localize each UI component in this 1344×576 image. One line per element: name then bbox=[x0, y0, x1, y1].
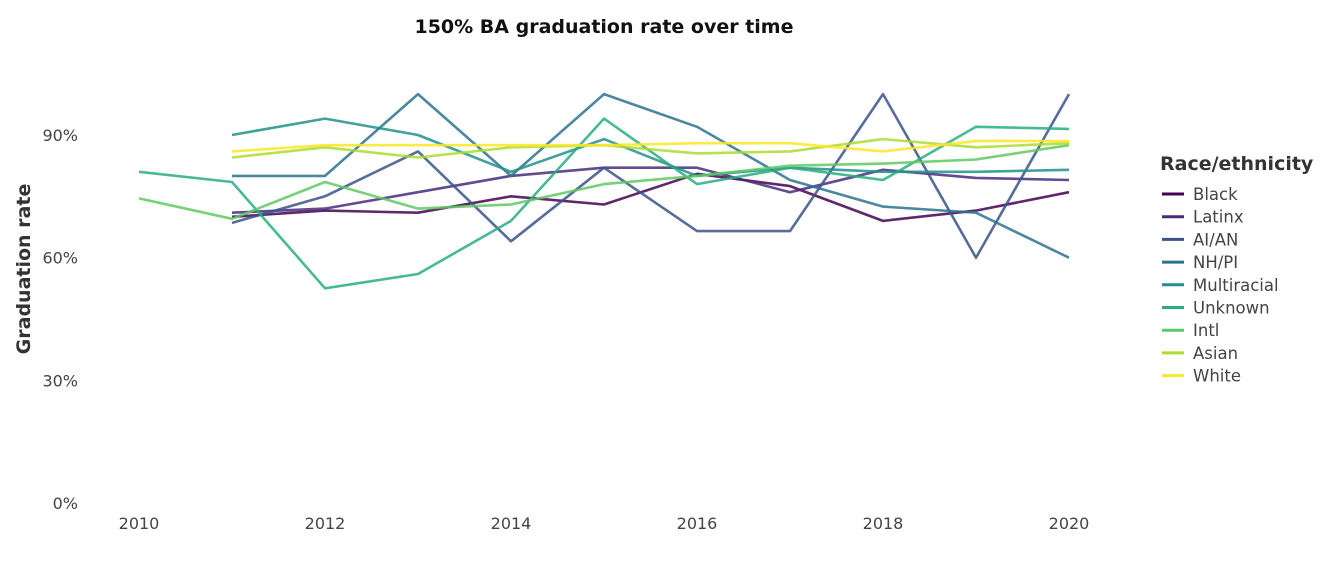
legend-item-latinx[interactable]: Latinx bbox=[1162, 208, 1244, 227]
series-lines bbox=[138, 92, 1071, 290]
x-tick-label: 2014 bbox=[491, 514, 532, 533]
legend-label: Latinx bbox=[1193, 208, 1244, 227]
legend-item-black[interactable]: Black bbox=[1162, 185, 1238, 204]
series-line-intl bbox=[138, 143, 1070, 221]
legend-label: Multiracial bbox=[1193, 276, 1279, 295]
legend-item-unknown[interactable]: Unknown bbox=[1162, 299, 1270, 318]
y-tick-label: 60% bbox=[42, 249, 78, 268]
series-line-asian bbox=[231, 137, 1070, 159]
legend[interactable]: Race/ethnicity Black Latinx AI/AN NH/PI Mult… bbox=[1160, 153, 1314, 386]
legend-item-nh-pi[interactable]: NH/PI bbox=[1162, 253, 1238, 272]
legend-label: Unknown bbox=[1193, 299, 1270, 318]
series-line-multiracial bbox=[231, 117, 1070, 178]
series-line-black bbox=[231, 172, 1070, 223]
legend-item-multiracial[interactable]: Multiracial bbox=[1162, 276, 1279, 295]
y-tick-label: 0% bbox=[53, 494, 78, 513]
series-line-white bbox=[231, 139, 1069, 153]
y-tick-label: 90% bbox=[42, 126, 78, 145]
x-tick-label: 2016 bbox=[677, 514, 718, 533]
legend-label: NH/PI bbox=[1193, 253, 1238, 272]
legend-label: White bbox=[1193, 367, 1241, 386]
legend-title: Race/ethnicity bbox=[1160, 153, 1314, 175]
legend-label: AI/AN bbox=[1193, 230, 1238, 249]
x-tick-label: 2010 bbox=[119, 514, 160, 533]
x-axis-ticks: 2010 2012 2014 2016 2018 2020 bbox=[119, 514, 1090, 533]
legend-item-intl[interactable]: Intl bbox=[1162, 321, 1219, 340]
legend-label: Asian bbox=[1193, 344, 1238, 363]
y-tick-label: 30% bbox=[42, 371, 78, 390]
legend-label: Intl bbox=[1193, 321, 1219, 340]
y-axis-ticks: 0% 30% 60% 90% bbox=[42, 126, 78, 513]
x-tick-label: 2018 bbox=[863, 514, 904, 533]
legend-label: Black bbox=[1193, 185, 1238, 204]
legend-item-asian[interactable]: Asian bbox=[1162, 344, 1238, 363]
legend-item-white[interactable]: White bbox=[1162, 367, 1241, 386]
chart-title: 150% BA graduation rate over time bbox=[414, 16, 793, 38]
series-line-ai-an bbox=[231, 92, 1071, 259]
legend-item-ai-an[interactable]: AI/AN bbox=[1162, 230, 1238, 249]
y-axis-title: Graduation rate bbox=[13, 184, 35, 355]
series-line-nh-pi bbox=[232, 92, 1070, 259]
x-tick-label: 2020 bbox=[1049, 514, 1090, 533]
x-tick-label: 2012 bbox=[305, 514, 346, 533]
